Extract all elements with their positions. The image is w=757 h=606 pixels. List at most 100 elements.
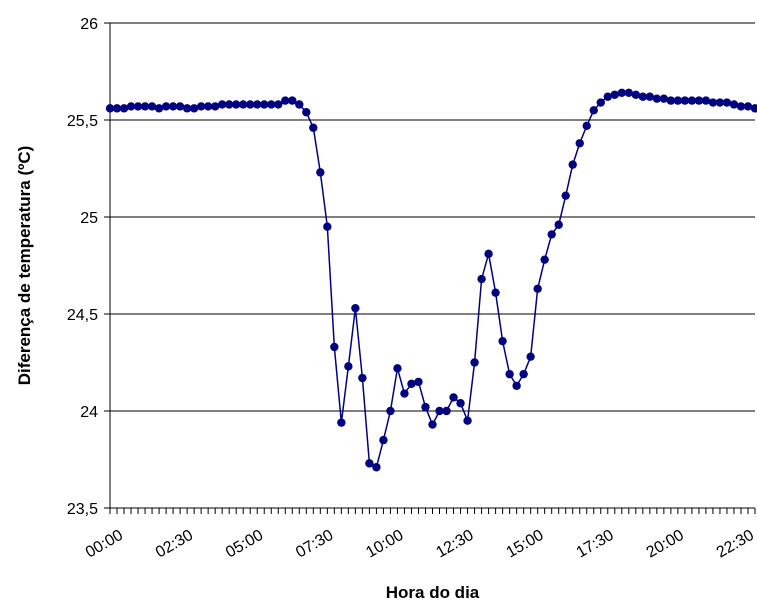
x-tick-label: 22:30 (714, 527, 757, 562)
data-point (119, 104, 129, 113)
data-point (687, 96, 697, 105)
data-point (112, 104, 122, 113)
data-point (140, 102, 150, 111)
data-point (372, 463, 381, 472)
x-tick-label: 05:00 (223, 527, 266, 562)
data-point (358, 373, 367, 383)
data-point (379, 435, 388, 445)
data-point (603, 92, 612, 101)
data-point (281, 96, 290, 105)
data-point (196, 102, 206, 111)
data-point (456, 399, 465, 408)
data-point (575, 139, 584, 148)
x-tick-label: 07:30 (293, 527, 336, 562)
data-point (393, 364, 402, 373)
data-point (400, 389, 409, 398)
data-point (470, 358, 479, 367)
data-point (246, 100, 255, 109)
data-point (610, 90, 619, 99)
data-point (330, 342, 339, 352)
data-point (694, 96, 704, 105)
x-tick-label: 00:00 (83, 527, 126, 562)
data-point (547, 230, 556, 239)
data-point (407, 379, 416, 389)
data-point (267, 100, 276, 109)
data-point (323, 222, 332, 231)
y-tick-label: 23,5 (67, 501, 98, 518)
data-point (133, 102, 143, 111)
data-point (498, 336, 507, 346)
y-tick-label: 24 (80, 404, 98, 421)
y-tick-label: 25,5 (67, 113, 98, 130)
data-point (435, 406, 444, 416)
x-axis-ticks: 00:00 02:30 05:00 07:30 10:00 12:30 15:00 17:30… (83, 508, 757, 561)
data-point (203, 102, 213, 111)
data-point (161, 102, 171, 111)
data-point (414, 377, 423, 387)
x-tick-label: 02:30 (153, 527, 196, 562)
data-point (224, 100, 234, 109)
data-point (512, 381, 521, 390)
y-axis-title: Diferença de temperatura (ºC) (15, 146, 34, 386)
data-point (652, 94, 662, 103)
data-point (295, 100, 304, 109)
data-point (736, 102, 746, 111)
data-point (673, 96, 683, 105)
x-tick-label: 10:00 (363, 527, 406, 562)
x-tick-label: 20:00 (644, 527, 687, 562)
data-point (617, 88, 626, 98)
data-point (715, 98, 725, 107)
data-point (428, 420, 437, 429)
x-tick-label: 12:30 (433, 527, 476, 562)
data-point (568, 160, 577, 169)
x-tick-label: 17:30 (574, 527, 617, 562)
data-point (337, 418, 346, 427)
data-point (596, 98, 605, 107)
data-series (105, 88, 757, 472)
data-point (708, 98, 718, 107)
data-point (680, 96, 690, 105)
y-tick-label: 24,5 (67, 307, 98, 324)
y-tick-label: 25 (80, 210, 98, 227)
data-point (624, 88, 634, 98)
data-point (729, 100, 739, 109)
data-point (750, 104, 757, 113)
data-point (645, 92, 655, 101)
data-point (533, 284, 542, 293)
data-point (231, 100, 241, 109)
data-point (316, 168, 325, 177)
data-point (182, 104, 192, 113)
data-point (154, 104, 164, 113)
data-point (105, 104, 115, 113)
gridlines (110, 22, 755, 412)
data-point (351, 303, 360, 313)
data-point (302, 108, 311, 117)
data-point (505, 369, 514, 379)
data-point (386, 406, 395, 416)
y-axis-ticks: 23,5 24 24,5 25 25,5 26 (67, 16, 110, 518)
data-point (309, 123, 318, 132)
data-point (463, 416, 472, 425)
data-point (168, 102, 178, 111)
data-point (519, 369, 528, 379)
data-point (491, 288, 500, 297)
data-point (589, 106, 598, 115)
data-point (659, 94, 669, 103)
data-point (554, 220, 563, 229)
data-point (344, 362, 353, 371)
data-point (743, 102, 753, 111)
data-point (666, 96, 676, 105)
data-point (175, 102, 185, 111)
data-point (582, 121, 591, 131)
data-point (722, 98, 732, 107)
data-point (253, 100, 262, 109)
data-point (701, 96, 711, 105)
x-axis-title: Hora do dia (386, 583, 480, 602)
data-point (210, 102, 220, 111)
data-point (484, 249, 493, 259)
data-point (421, 402, 430, 412)
data-point (449, 393, 458, 402)
data-point (239, 100, 248, 109)
data-point (260, 100, 269, 109)
